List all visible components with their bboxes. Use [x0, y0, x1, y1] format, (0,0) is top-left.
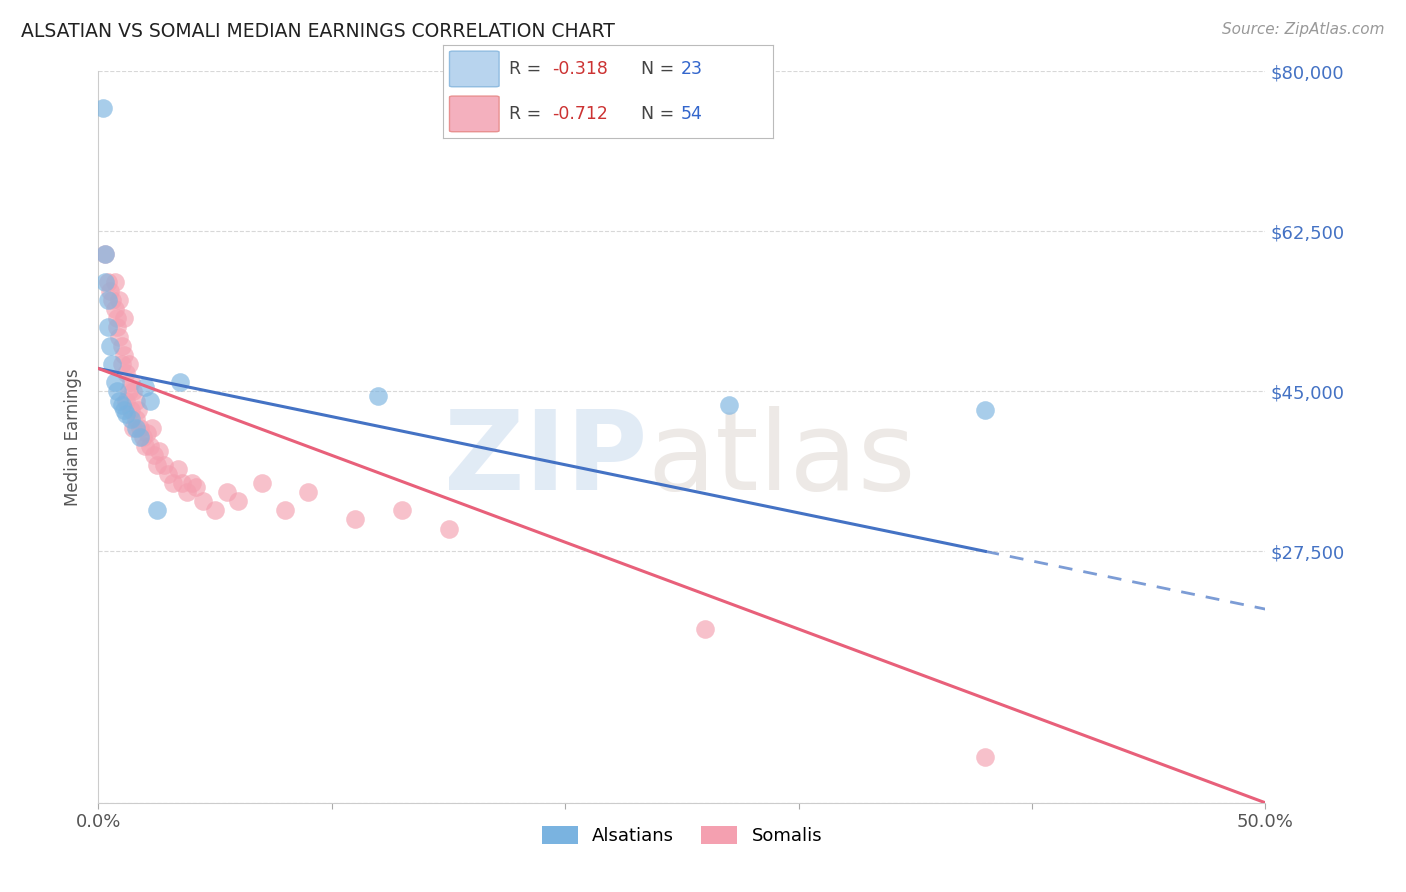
- Point: [974, 750, 997, 764]
- Point: [695, 622, 717, 636]
- Point: [129, 421, 152, 435]
- Point: [112, 348, 135, 362]
- Point: [108, 393, 131, 408]
- Point: [134, 439, 156, 453]
- Point: [344, 512, 367, 526]
- Point: [228, 494, 250, 508]
- Text: 23: 23: [681, 60, 703, 78]
- Point: [104, 375, 127, 389]
- Point: [172, 475, 194, 490]
- Point: [104, 301, 127, 317]
- Point: [141, 421, 163, 435]
- Point: [111, 357, 134, 371]
- Point: [125, 411, 148, 425]
- Point: [112, 311, 135, 326]
- Text: -0.712: -0.712: [553, 105, 607, 123]
- Text: ALSATIAN VS SOMALI MEDIAN EARNINGS CORRELATION CHART: ALSATIAN VS SOMALI MEDIAN EARNINGS CORRE…: [21, 22, 614, 41]
- Point: [974, 402, 997, 417]
- Point: [139, 439, 162, 453]
- Point: [717, 398, 740, 412]
- Point: [105, 320, 128, 334]
- Point: [111, 338, 134, 352]
- Point: [134, 380, 156, 394]
- Point: [186, 480, 208, 494]
- Text: 54: 54: [681, 105, 703, 123]
- Point: [152, 458, 174, 472]
- Text: N =: N =: [641, 60, 681, 78]
- Point: [97, 320, 120, 334]
- Point: [162, 475, 184, 490]
- Point: [118, 384, 141, 399]
- Point: [204, 503, 226, 517]
- Text: Source: ZipAtlas.com: Source: ZipAtlas.com: [1222, 22, 1385, 37]
- Point: [148, 443, 170, 458]
- FancyBboxPatch shape: [450, 96, 499, 132]
- Point: [115, 366, 138, 380]
- Point: [125, 421, 148, 435]
- Text: ZIP: ZIP: [443, 406, 647, 513]
- Text: atlas: atlas: [647, 406, 915, 513]
- Point: [105, 384, 128, 399]
- Point: [94, 247, 117, 261]
- Point: [97, 293, 120, 307]
- Point: [122, 421, 145, 435]
- Point: [132, 430, 155, 444]
- Point: [98, 338, 121, 352]
- Y-axis label: Median Earnings: Median Earnings: [65, 368, 83, 506]
- Text: -0.318: -0.318: [553, 60, 607, 78]
- Point: [122, 384, 145, 399]
- Point: [193, 494, 215, 508]
- Point: [146, 458, 169, 472]
- Point: [176, 484, 198, 499]
- Point: [274, 503, 297, 517]
- Point: [136, 425, 159, 440]
- Point: [112, 402, 135, 417]
- Point: [94, 247, 117, 261]
- Point: [297, 484, 319, 499]
- Point: [120, 402, 142, 417]
- Point: [105, 311, 128, 326]
- Text: N =: N =: [641, 105, 681, 123]
- Point: [146, 503, 169, 517]
- Point: [129, 430, 152, 444]
- Point: [104, 275, 127, 289]
- Point: [437, 521, 460, 535]
- Point: [118, 357, 141, 371]
- Point: [139, 393, 162, 408]
- Point: [97, 275, 120, 289]
- Point: [157, 467, 180, 481]
- Point: [101, 357, 124, 371]
- Text: R =: R =: [509, 105, 547, 123]
- Point: [127, 402, 149, 417]
- Point: [101, 293, 124, 307]
- Point: [91, 101, 114, 115]
- Point: [120, 411, 142, 425]
- Point: [98, 284, 121, 298]
- Point: [391, 503, 413, 517]
- Point: [166, 462, 188, 476]
- Point: [115, 393, 138, 408]
- Point: [94, 275, 117, 289]
- Point: [111, 398, 134, 412]
- Point: [143, 448, 166, 462]
- Point: [108, 329, 131, 343]
- Point: [215, 484, 238, 499]
- Point: [169, 375, 191, 389]
- Point: [115, 407, 138, 421]
- FancyBboxPatch shape: [450, 51, 499, 87]
- Legend: Alsatians, Somalis: Alsatians, Somalis: [534, 819, 830, 852]
- Point: [120, 375, 142, 389]
- Point: [367, 389, 389, 403]
- Point: [108, 293, 131, 307]
- Point: [250, 475, 273, 490]
- Text: R =: R =: [509, 60, 547, 78]
- Point: [180, 475, 202, 490]
- Point: [125, 393, 148, 408]
